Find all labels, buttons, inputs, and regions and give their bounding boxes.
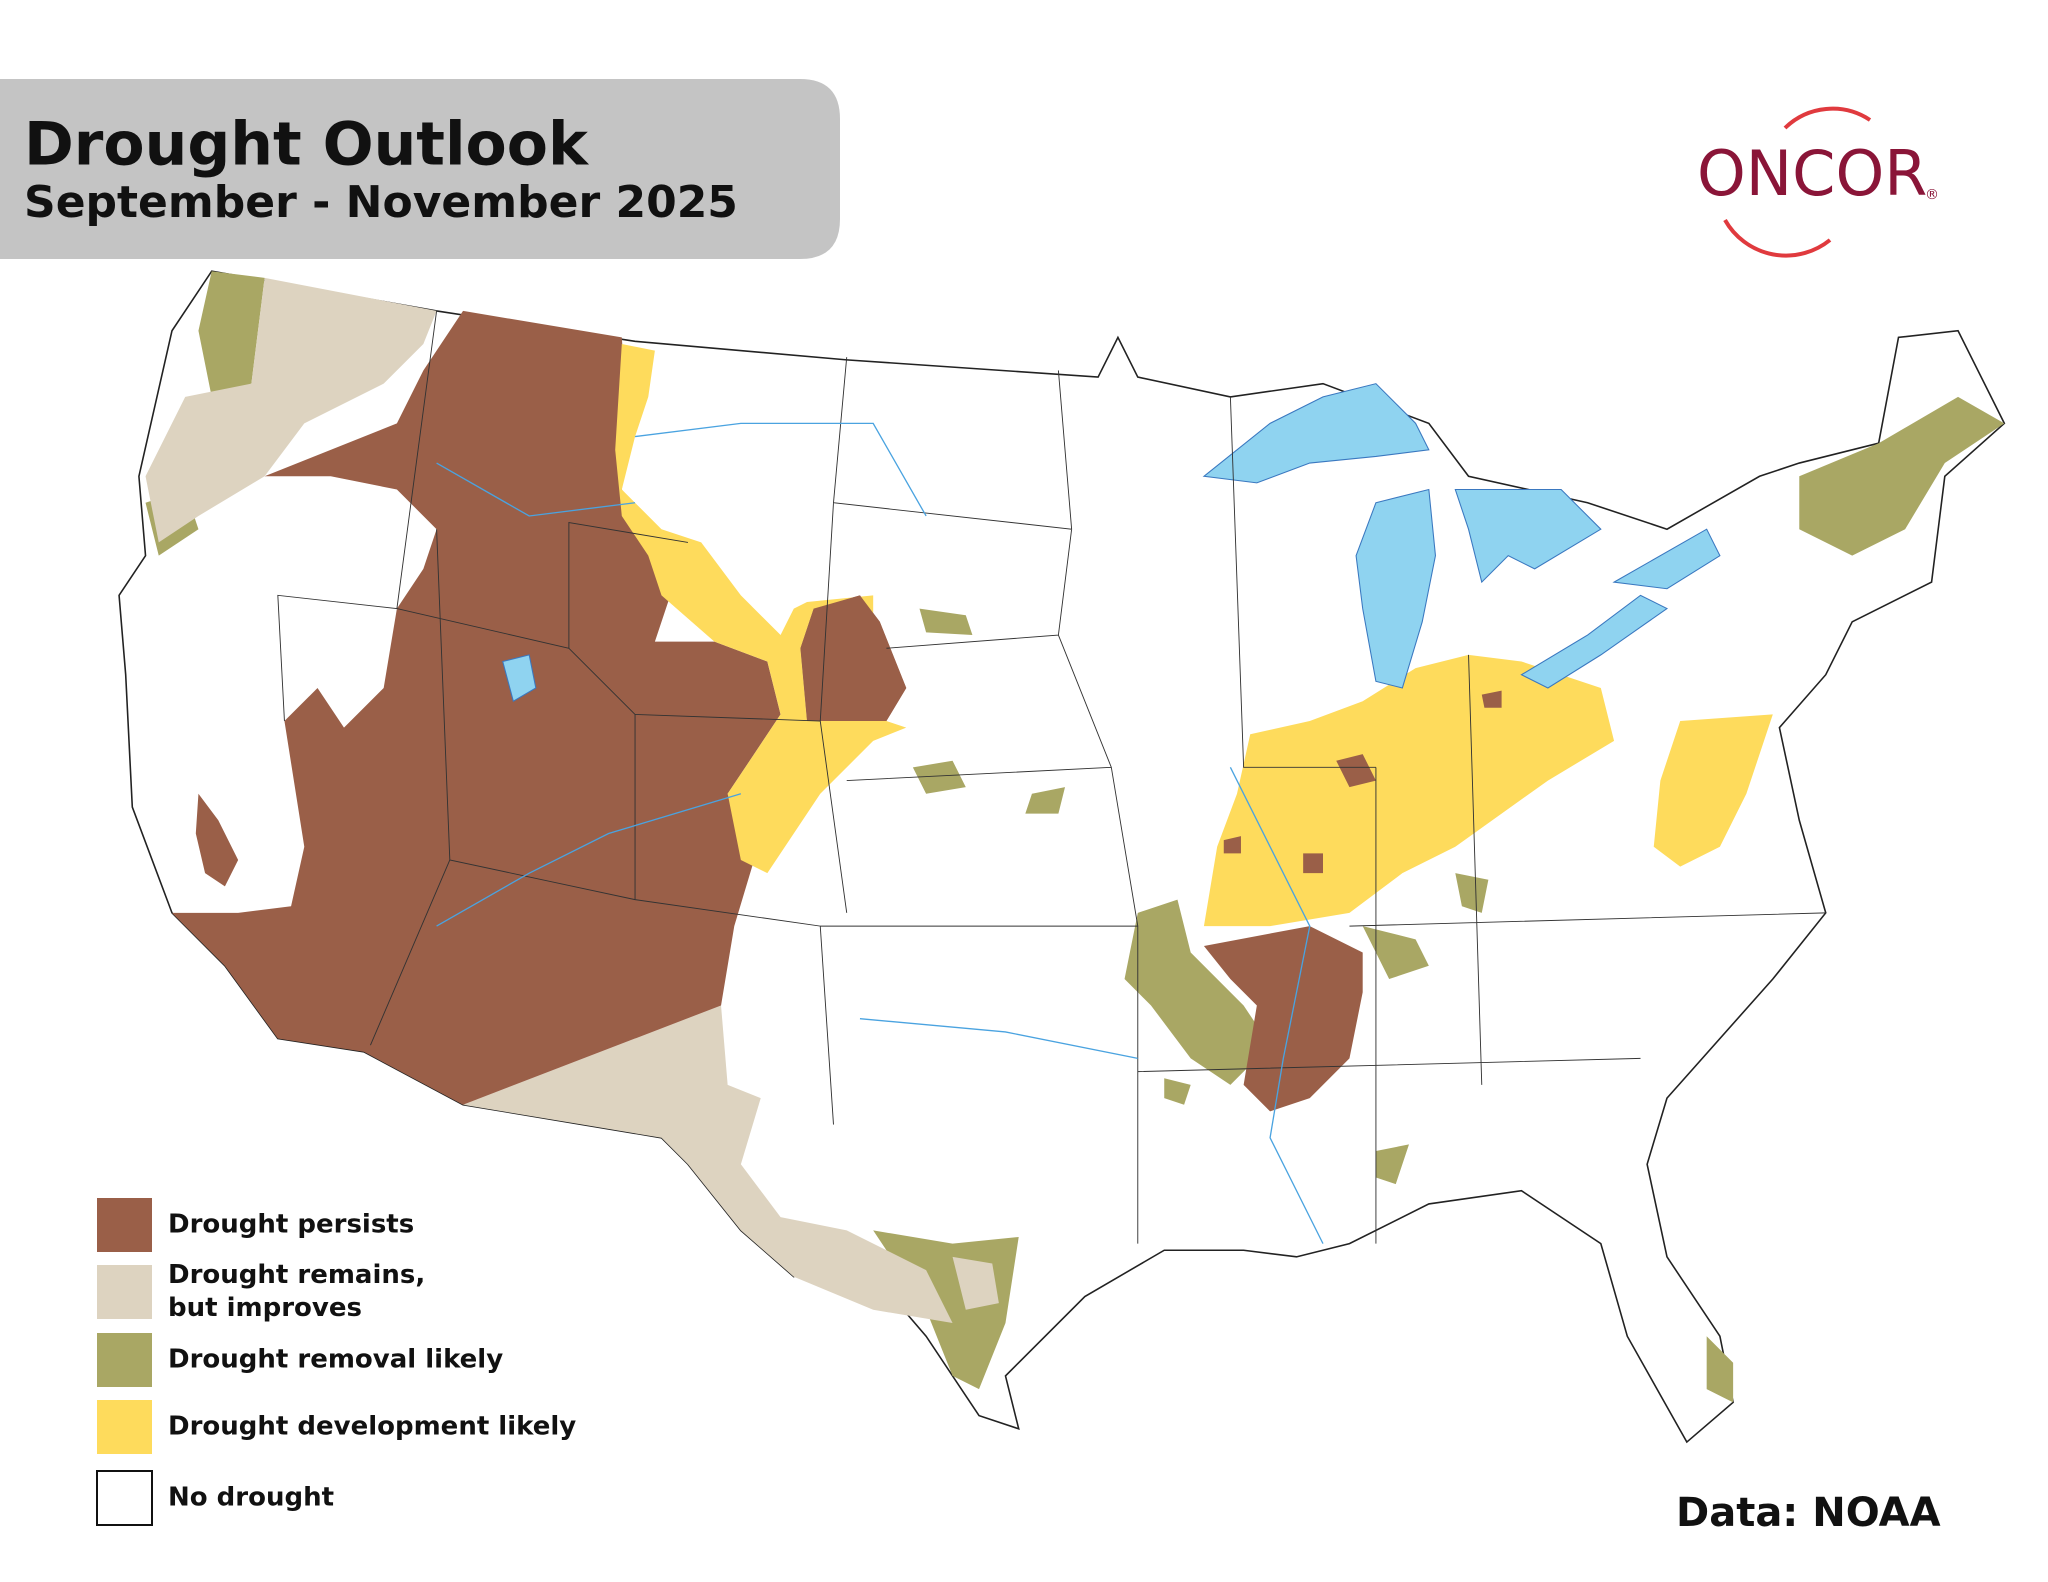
- legend-label: but improves: [168, 1293, 362, 1323]
- legend-label: Drought development likely: [168, 1412, 576, 1442]
- title: Drought Outlook: [24, 110, 590, 180]
- region-improves: [145, 277, 999, 1324]
- rivers: [436, 422, 1324, 1244]
- logo-arc: [1783, 106, 1872, 130]
- legend-swatch: [96, 1470, 153, 1526]
- legend-swatch: [97, 1333, 152, 1387]
- legend-label: Drought remains,: [168, 1260, 425, 1290]
- logo: ONCOR ®: [1697, 106, 1939, 258]
- legend-label: Drought removal likely: [168, 1345, 503, 1375]
- legend-label: Drought persists: [168, 1210, 414, 1240]
- great-lakes: [502, 383, 1721, 702]
- legend-swatch: [97, 1400, 152, 1454]
- state-lines: [277, 310, 1826, 1244]
- legend: Drought persists Drought remains,but impr…: [96, 1198, 576, 1526]
- legend-label: No drought: [168, 1483, 334, 1513]
- logo-mark: ®: [1925, 187, 1939, 203]
- map: [118, 270, 2006, 1444]
- logo-text: ONCOR: [1697, 137, 1927, 210]
- legend-swatch: [97, 1265, 152, 1319]
- subtitle: September - November 2025: [24, 177, 738, 228]
- region-development: [615, 343, 1773, 927]
- source: Data: NOAA: [1676, 1490, 1941, 1536]
- logo-arc: [1723, 219, 1832, 258]
- header-box: [0, 79, 840, 259]
- region-persists: [800, 595, 1502, 874]
- legend-swatch: [97, 1198, 152, 1252]
